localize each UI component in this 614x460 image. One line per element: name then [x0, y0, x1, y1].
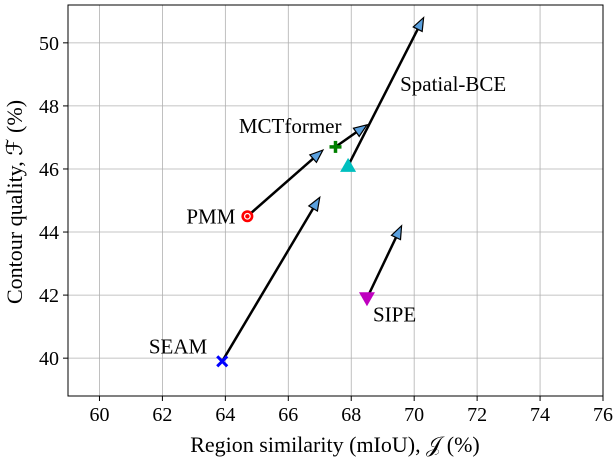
y-tick-label: 40 — [39, 348, 59, 370]
point-label: MCTformer — [239, 114, 342, 138]
x-axis-label: Region similarity (mIoU), 𝒥 (%) — [190, 432, 480, 457]
x-tick-label: 68 — [341, 404, 361, 426]
point-label: PMM — [186, 204, 235, 228]
marker-fill — [241, 210, 254, 223]
marker-stroke — [216, 355, 229, 368]
x-tick-label: 74 — [530, 404, 550, 426]
arrow-head — [412, 16, 425, 33]
x-tick-label: 72 — [467, 404, 487, 426]
x-tick-label: 64 — [215, 404, 235, 426]
point-label: Spatial-BCE — [400, 72, 506, 96]
y-tick-label: 48 — [39, 96, 59, 118]
y-tick-label: 50 — [39, 33, 59, 55]
y-axis-label: Contour quality, ℱ (%) — [2, 100, 27, 304]
arrow-shaft — [346, 28, 419, 167]
point-marker — [241, 210, 254, 223]
point-marker — [358, 292, 375, 307]
plot-frame — [67, 4, 604, 397]
point-marker — [216, 355, 229, 368]
grid-lines — [68, 5, 604, 396]
point-label: SEAM — [149, 334, 208, 358]
arrow-head — [307, 195, 321, 213]
y-tick-label: 42 — [39, 285, 59, 307]
x-tick-label: 62 — [152, 404, 172, 426]
data-points — [216, 140, 375, 368]
arrow-shaft — [221, 207, 315, 362]
point-marker — [329, 140, 342, 153]
x-tick-label: 76 — [593, 404, 613, 426]
arrow-shaft — [365, 236, 398, 299]
x-tick-label: 66 — [278, 404, 298, 426]
arrow-shaft — [334, 131, 358, 148]
y-axis-ticks: 40 42 44 46 48 50 — [39, 33, 68, 370]
x-axis-ticks: 60 62 64 66 68 70 72 74 76 — [89, 396, 613, 426]
point-marker — [340, 157, 357, 172]
y-tick-label: 44 — [39, 222, 59, 244]
y-tick-label: 46 — [39, 159, 59, 181]
x-tick-label: 60 — [89, 404, 109, 426]
x-tick-label: 70 — [404, 404, 424, 426]
arrow-head — [352, 123, 369, 138]
arrow-head — [390, 224, 403, 241]
improvement-arrows — [221, 16, 425, 362]
arrow-shaft — [246, 157, 314, 218]
arrow-head — [308, 148, 325, 164]
marker-highlight — [243, 212, 251, 220]
point-label: SIPE — [373, 302, 416, 326]
point-labels: SEAM PMM MCTformer Spatial-BCE SIPE — [149, 72, 506, 359]
